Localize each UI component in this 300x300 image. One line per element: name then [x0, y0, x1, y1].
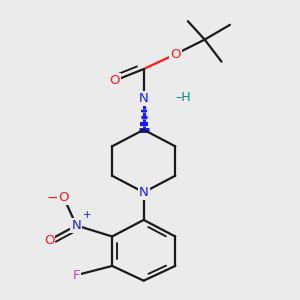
Text: O: O [170, 48, 181, 61]
Text: N: N [139, 186, 148, 199]
Text: +: + [83, 210, 92, 220]
Text: F: F [73, 268, 80, 282]
Text: N: N [139, 92, 148, 105]
Text: O: O [58, 191, 69, 204]
Text: −: − [46, 191, 58, 205]
Text: O: O [109, 74, 119, 87]
Text: N: N [71, 219, 81, 232]
Text: O: O [44, 234, 54, 247]
Text: –H: –H [175, 91, 191, 104]
